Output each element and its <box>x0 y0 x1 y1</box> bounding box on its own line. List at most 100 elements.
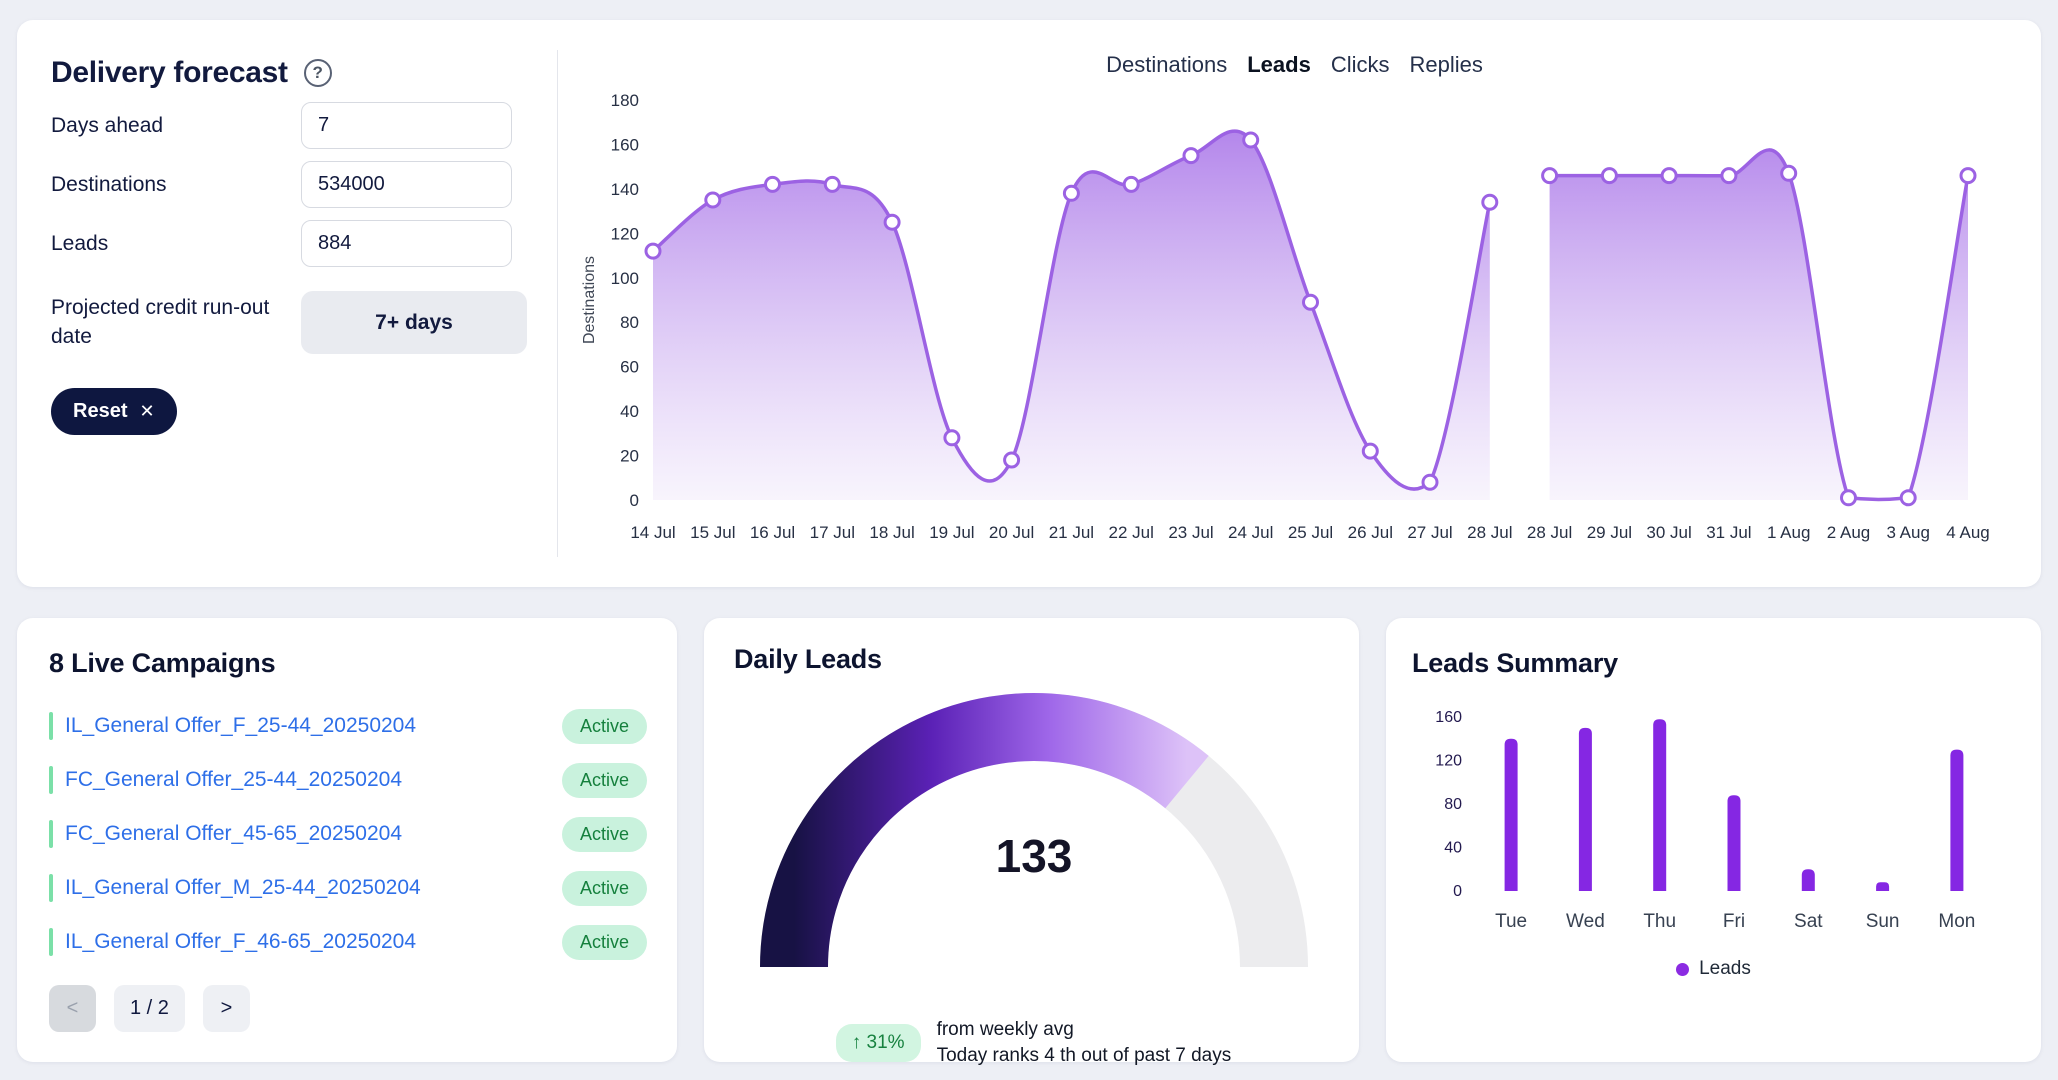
svg-text:180: 180 <box>611 91 639 110</box>
campaign-list: IL_General Offer_F_25-44_20250204 Active… <box>49 699 647 969</box>
svg-text:133: 133 <box>995 830 1072 882</box>
campaign-row: IL_General Offer_F_46-65_20250204 Active <box>49 915 647 969</box>
percent-change-badge: ↑ 31% <box>835 1023 921 1062</box>
campaign-link[interactable]: FC_General Offer_45-65_20250204 <box>65 822 403 845</box>
svg-text:0: 0 <box>1453 883 1462 900</box>
caption-line-2: Today ranks 4 th out of past 7 days <box>936 1044 1232 1066</box>
tab-destinations[interactable]: Destinations <box>1106 52 1228 77</box>
svg-text:80: 80 <box>1444 796 1462 813</box>
daily-leads-gauge: 133 <box>730 685 1337 1007</box>
runout-value: 7+ days <box>301 291 527 354</box>
tab-leads[interactable]: Leads <box>1247 52 1311 77</box>
gauge-caption: ↑ 31% from weekly avg Today ranks 4 th o… <box>730 1017 1337 1068</box>
svg-text:120: 120 <box>1435 753 1462 770</box>
campaign-row: FC_General Offer_45-65_20250204 Active <box>49 807 647 861</box>
status-badge: Active <box>561 708 647 744</box>
svg-text:Destinations: Destinations <box>581 256 598 344</box>
campaign-link[interactable]: IL_General Offer_F_46-65_20250204 <box>65 930 417 953</box>
vertical-divider <box>557 50 558 557</box>
status-badge: Active <box>561 924 647 960</box>
prev-page-button[interactable]: < <box>49 985 96 1032</box>
campaign-row: FC_General Offer_25-44_20250204 Active <box>49 753 647 807</box>
status-badge: Active <box>561 870 647 906</box>
close-icon: ✕ <box>139 401 155 421</box>
page-title: Delivery forecast <box>51 56 288 89</box>
destinations-label: Destinations <box>51 172 167 196</box>
campaign-link[interactable]: IL_General Offer_F_25-44_20250204 <box>65 714 417 737</box>
svg-text:1 Aug: 1 Aug <box>1767 523 1811 542</box>
svg-text:31 Jul: 31 Jul <box>1706 523 1751 542</box>
campaign-accent-bar <box>49 820 53 848</box>
svg-text:26 Jul: 26 Jul <box>1348 523 1393 542</box>
svg-text:Fri: Fri <box>1723 911 1745 932</box>
campaign-link[interactable]: FC_General Offer_25-44_20250204 <box>65 768 403 791</box>
destinations-input[interactable] <box>301 161 512 208</box>
leads-summary-card: Leads Summary 0 40 80 120 160 Tue Wed Thu Fri Sat… <box>1386 618 2041 1062</box>
legend-label: Leads <box>1699 958 1751 979</box>
svg-text:100: 100 <box>611 269 639 288</box>
campaign-accent-bar <box>49 712 53 740</box>
svg-text:16 Jul: 16 Jul <box>750 523 795 542</box>
days-ahead-input[interactable] <box>301 102 512 149</box>
daily-leads-title: Daily Leads <box>734 644 882 674</box>
destinations-row: Destinations <box>51 161 527 208</box>
svg-text:27 Jul: 27 Jul <box>1407 523 1452 542</box>
svg-text:160: 160 <box>1435 709 1462 726</box>
days-ahead-label: Days ahead <box>51 113 164 137</box>
svg-text:Sat: Sat <box>1794 911 1823 932</box>
days-ahead-row: Days ahead <box>51 102 527 149</box>
svg-text:2 Aug: 2 Aug <box>1827 523 1871 542</box>
svg-text:0: 0 <box>630 491 639 510</box>
next-page-button[interactable]: > <box>202 985 250 1032</box>
svg-text:28 Jul: 28 Jul <box>1527 523 1572 542</box>
runout-label: Projected credit run-out date <box>51 296 270 348</box>
svg-text:24 Jul: 24 Jul <box>1228 523 1273 542</box>
svg-text:18 Jul: 18 Jul <box>869 523 914 542</box>
svg-text:14 Jul: 14 Jul <box>630 523 675 542</box>
svg-text:29 Jul: 29 Jul <box>1587 523 1632 542</box>
svg-text:Mon: Mon <box>1938 911 1975 932</box>
svg-text:4 Aug: 4 Aug <box>1946 523 1990 542</box>
leads-summary-title: Leads Summary <box>1412 648 1618 678</box>
tab-replies[interactable]: Replies <box>1409 52 1483 77</box>
page-indicator: 1 / 2 <box>114 985 185 1032</box>
delivery-forecast-card: Delivery forecast ? Days ahead Destinati… <box>17 20 2041 587</box>
leads-row: Leads <box>51 220 527 267</box>
svg-text:19 Jul: 19 Jul <box>929 523 974 542</box>
tab-clicks[interactable]: Clicks <box>1330 52 1390 77</box>
campaign-accent-bar <box>49 874 53 902</box>
svg-text:40: 40 <box>620 402 639 421</box>
svg-text:Sun: Sun <box>1866 911 1900 932</box>
svg-text:Thu: Thu <box>1643 911 1676 932</box>
reset-button-label: Reset <box>73 400 128 422</box>
campaign-link[interactable]: IL_General Offer_M_25-44_20250204 <box>65 876 421 899</box>
campaign-accent-bar <box>49 928 53 956</box>
leads-input[interactable] <box>301 220 512 267</box>
campaigns-title: 8 Live Campaigns <box>49 648 276 678</box>
campaign-row: IL_General Offer_F_25-44_20250204 Active <box>49 699 647 753</box>
legend-dot-icon <box>1676 962 1690 976</box>
forecast-chart-panel: Destinations Leads Clicks Replies 0 20 40 6… <box>558 20 2041 587</box>
svg-text:15 Jul: 15 Jul <box>690 523 735 542</box>
svg-text:22 Jul: 22 Jul <box>1109 523 1154 542</box>
leads-bar-chart: 0 40 80 120 160 Tue Wed Thu Fri Sat Sun Mon <box>1408 701 2019 946</box>
status-badge: Active <box>561 816 647 852</box>
svg-text:60: 60 <box>620 358 639 377</box>
caption-line-1: from weekly avg <box>936 1019 1074 1040</box>
chart-legend: Leads <box>1408 958 2019 980</box>
svg-text:120: 120 <box>611 224 639 243</box>
pagination: < 1 / 2 > <box>49 985 647 1032</box>
daily-leads-card: Daily Leads 133 ↑ 31% from weekly avg To… <box>704 618 1359 1066</box>
svg-text:20 Jul: 20 Jul <box>989 523 1034 542</box>
svg-text:80: 80 <box>620 313 639 332</box>
status-badge: Active <box>561 762 647 798</box>
runout-row: Projected credit run-out date 7+ days <box>51 291 527 354</box>
svg-text:140: 140 <box>611 180 639 199</box>
svg-text:17 Jul: 17 Jul <box>810 523 855 542</box>
help-icon[interactable]: ? <box>303 59 332 87</box>
svg-text:25 Jul: 25 Jul <box>1288 523 1333 542</box>
reset-button[interactable]: Reset ✕ <box>51 388 177 435</box>
live-campaigns-card: 8 Live Campaigns IL_General Offer_F_25-4… <box>17 618 677 1062</box>
svg-text:Wed: Wed <box>1566 911 1605 932</box>
svg-text:30 Jul: 30 Jul <box>1646 523 1691 542</box>
